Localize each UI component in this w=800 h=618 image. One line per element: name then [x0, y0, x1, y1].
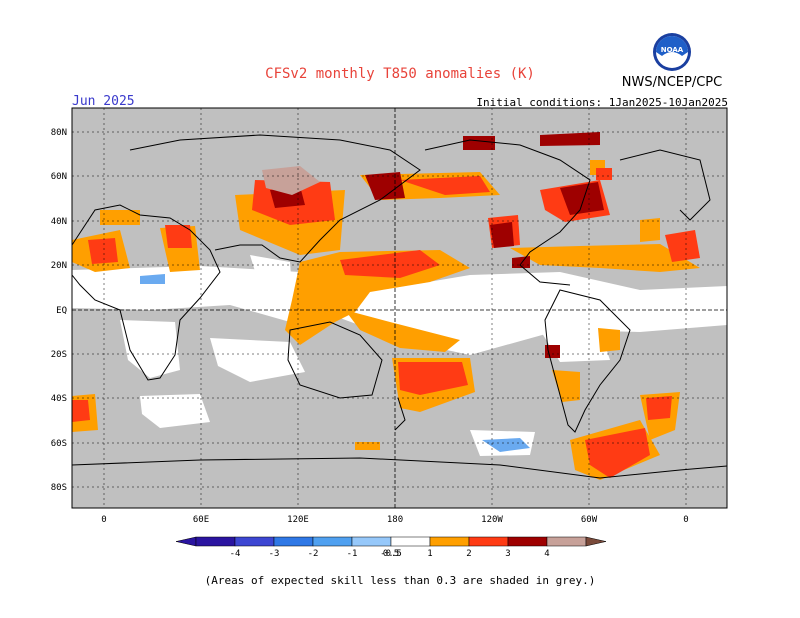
lat-labels: 80N 60N 40N 20N EQ 20S 40S 60S 80S	[51, 128, 67, 493]
colorbar-label: 4	[544, 549, 549, 559]
lat-label: 20N	[51, 261, 67, 271]
colorbar-label: -1	[347, 549, 358, 559]
map-frame	[71, 107, 728, 509]
colorbar-label: -4	[230, 549, 241, 559]
lon-label: 60E	[193, 515, 209, 525]
colorbar-segment	[546, 536, 587, 547]
chart-title: CFSv2 monthly T850 anomalies (K)	[265, 66, 535, 82]
skill-footnote: (Areas of expected skill less than 0.3 a…	[204, 574, 596, 587]
lon-label: 0	[683, 515, 688, 525]
noaa-logo-icon: NOAA	[653, 33, 691, 71]
lat-label: 40N	[51, 217, 67, 227]
colorbar-label: 3	[505, 549, 510, 559]
lat-label: 40S	[51, 394, 67, 404]
colorbar-segment	[273, 536, 314, 547]
colorbar-label: -2	[308, 549, 319, 559]
lon-label: 60W	[581, 515, 598, 525]
logo-text: NOAA	[661, 46, 684, 54]
colorbar-segment	[195, 536, 236, 547]
colorbar-low-arrow	[175, 536, 197, 547]
lat-label: 60S	[51, 439, 67, 449]
target-month: Jun 2025	[72, 94, 135, 109]
grid-lines	[72, 108, 727, 508]
agency-label: NWS/NCEP/CPC	[621, 75, 723, 90]
colorbar-label: -0.5	[380, 549, 402, 559]
lon-label: 180	[387, 515, 403, 525]
colorbar-segment	[234, 536, 275, 547]
lat-label: 80N	[51, 128, 67, 138]
lon-label: 120E	[287, 515, 309, 525]
colorbar-label: 2	[466, 549, 471, 559]
lat-label: 60N	[51, 172, 67, 182]
colorbar-label: -3	[269, 549, 280, 559]
colorbar-label: 0.5	[383, 549, 399, 559]
colorbar-segment	[312, 536, 353, 547]
lat-label: EQ	[56, 306, 67, 316]
initial-conditions: Initial conditions: 1Jan2025-10Jan2025	[476, 96, 728, 109]
lat-label: 80S	[51, 483, 67, 493]
colorbar-segment	[390, 536, 431, 547]
colorbar-segment	[429, 536, 470, 547]
lon-labels: 0 60E 120E 180 120W 60W 0	[101, 515, 688, 525]
colorbar-label: 1	[427, 549, 432, 559]
colorbar: -4 -3 -2 -1 -0.50.5 1 2 3 4	[175, 536, 607, 559]
negative-anomaly-regions	[140, 274, 530, 452]
anomaly-3-to-4-regions	[262, 166, 320, 195]
coastlines	[72, 134, 727, 479]
lon-label: 0	[101, 515, 106, 525]
colorbar-segment	[507, 536, 548, 547]
colorbar-segment	[468, 536, 509, 547]
colorbar-segment	[351, 536, 392, 547]
lon-label: 120W	[481, 515, 503, 525]
map-field	[72, 108, 727, 508]
colorbar-high-arrow	[585, 536, 607, 547]
lat-label: 20S	[51, 350, 67, 360]
